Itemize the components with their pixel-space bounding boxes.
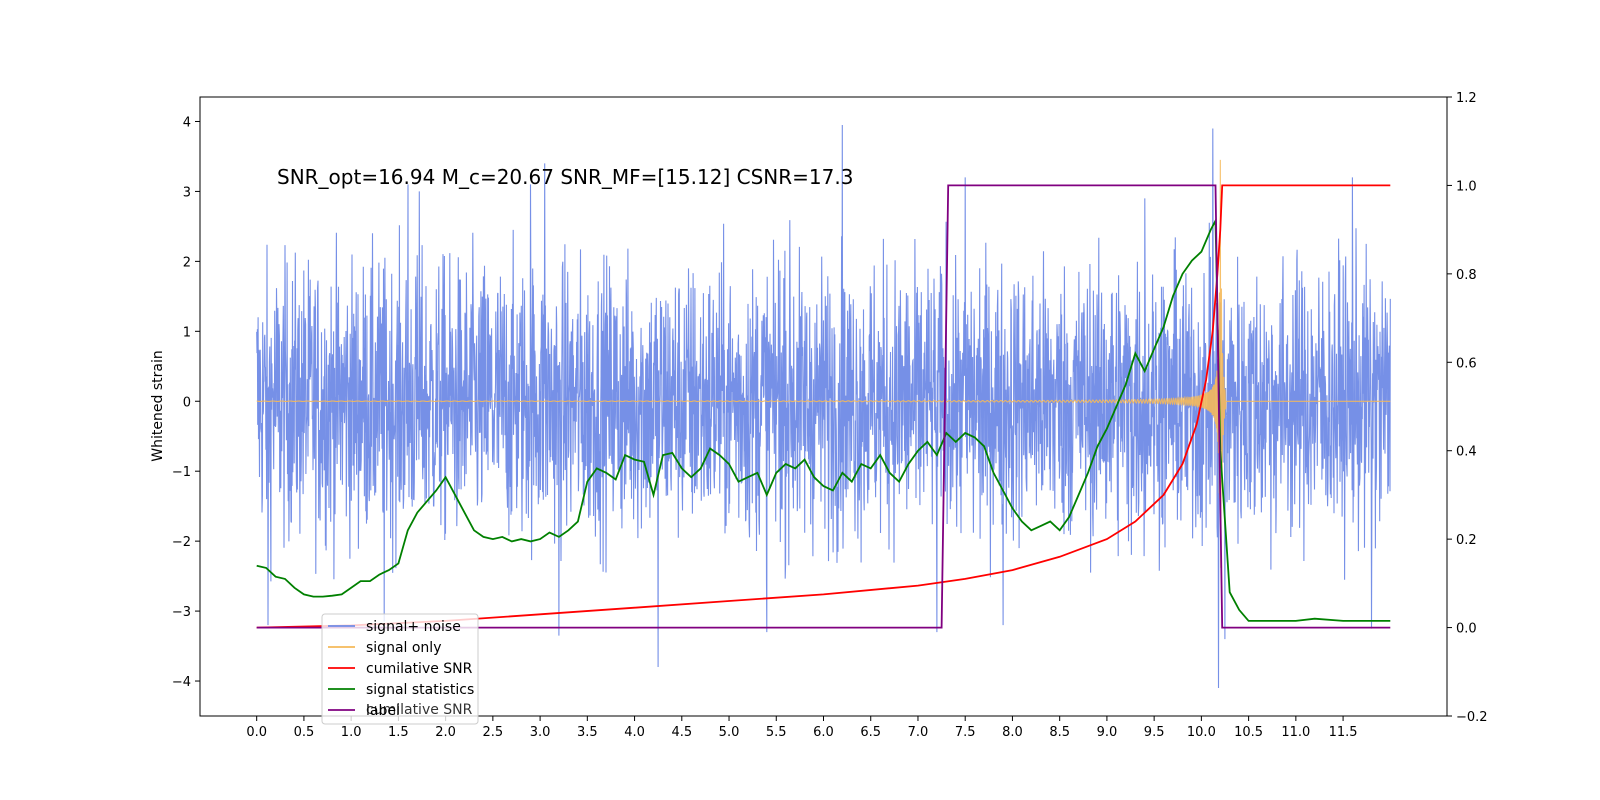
x-tick-label: 3.0 (530, 725, 551, 740)
x-tick-label: 8.5 (1049, 725, 1070, 740)
x-tick-label: 7.0 (908, 725, 929, 740)
y-right-tick-label: 1.2 (1456, 91, 1477, 106)
x-tick-label: 2.5 (483, 725, 504, 740)
x-tick-label: 0.5 (294, 725, 315, 740)
y-left-tick-label: −3 (172, 605, 191, 620)
y-left-tick-label: 2 (183, 255, 191, 270)
y-left-tick-label: −1 (172, 465, 191, 480)
y-left-tick-label: −4 (172, 675, 191, 690)
y-right-tick-label: 0.0 (1456, 622, 1477, 637)
x-tick-label: 4.5 (671, 725, 692, 740)
y-right-tick-label: 0.4 (1456, 445, 1477, 460)
x-tick-label: 8.0 (1002, 725, 1023, 740)
legend-ghost-text: cumilative SNR (366, 702, 473, 718)
x-tick-label: 5.5 (766, 725, 787, 740)
y-right-tick-label: −0.2 (1456, 710, 1488, 725)
annotation-text: SNR_opt=16.94 M_c=20.67 SNR_MF=[15.12] C… (277, 165, 853, 189)
x-tick-label: 1.5 (388, 725, 409, 740)
x-tick-label: 2.0 (435, 725, 456, 740)
x-tick-label: 5.0 (719, 725, 740, 740)
x-tick-label: 11.5 (1329, 725, 1358, 740)
y-left-tick-label: 1 (183, 325, 191, 340)
y-right-tick-label: 0.8 (1456, 268, 1477, 283)
x-tick-label: 1.0 (341, 725, 362, 740)
x-tick-label: 10.0 (1187, 725, 1216, 740)
x-tick-label: 0.0 (246, 725, 267, 740)
legend-label: signal only (366, 640, 441, 656)
x-tick-label: 10.5 (1234, 725, 1263, 740)
x-tick-label: 6.0 (813, 725, 834, 740)
legend-label: label (366, 703, 400, 719)
y-right-tick-label: 0.2 (1456, 533, 1477, 548)
plot-area (256, 124, 1391, 689)
y-right-tick-label: 0.6 (1456, 356, 1477, 371)
y-axis-right: 1.2 1.0 0.8 0.6 0.4 0.2 0.0 −0.2 (1447, 91, 1488, 725)
x-tick-label: 11.0 (1281, 725, 1310, 740)
series-signal-noise (256, 124, 1391, 689)
y-left-tick-label: −2 (172, 535, 191, 550)
legend-label: signal+ noise (366, 619, 461, 635)
x-tick-label: 3.5 (577, 725, 598, 740)
series-cumulative-snr (256, 184, 1391, 629)
series-signal-only (256, 159, 1391, 568)
x-axis: 0.0 0.5 1.0 1.5 2.0 2.5 3.0 3.5 4.0 4.5 5.0 5.5 6.0 6… (246, 716, 1358, 740)
x-tick-label: 6.5 (860, 725, 881, 740)
x-tick-label: 9.0 (1097, 725, 1118, 740)
legend-box (321, 613, 479, 725)
x-tick-label: 7.5 (955, 725, 976, 740)
y-left-tick-label: 4 (183, 115, 191, 130)
y-left-tick-label: 3 (183, 185, 191, 200)
chart-annotation: SNR_opt=16.94 M_c=20.67 SNR_MF=[15.12] C… (277, 165, 853, 189)
y-left-tick-label: 0 (183, 395, 191, 410)
x-tick-label: 4.0 (624, 725, 645, 740)
x-tick-label: 9.5 (1144, 725, 1165, 740)
legend-label: signal statistics (366, 682, 474, 698)
y-axis-label: Whitened strain (150, 350, 166, 461)
legend: cumilative SNR signal+ noise signal only cu… (321, 613, 479, 725)
y-right-tick-label: 1.0 (1456, 179, 1477, 194)
y-axis-left: 4 3 2 1 0 −1 −2 −3 −4 (172, 115, 200, 690)
series-label (256, 184, 1391, 629)
legend-label: cumilative SNR (366, 661, 473, 677)
series-signal-statistics (256, 217, 1391, 622)
